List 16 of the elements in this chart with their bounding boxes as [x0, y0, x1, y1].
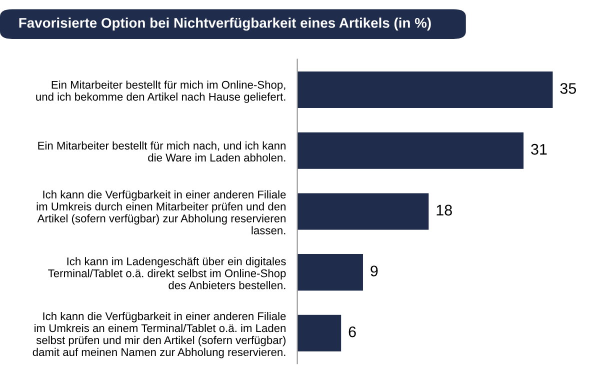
bar [297, 132, 524, 169]
bar [297, 314, 342, 352]
y-tick-label: Ich kann die Verfügbarkeit in einer anderen Filiale im Umkreis an einem Terminal/Tablet o.ä. im Laden selbst prüfen und mir den Artikel (sofern verfügbar) damit auf meinen Namen zur Abholung reservieren. [32, 312, 286, 358]
y-tick-label: Ich kann im Ladengeschäft über ein digitales Terminal/Tablet o.ä. direkt selbst im Online-Shop des Anbieters bestellen. [48, 257, 286, 290]
data-label: 35 [560, 83, 576, 94]
data-label: 9 [370, 266, 378, 276]
y-tick-label: Ein Mitarbeiter bestellt für mich im Online-Shop, und ich bekomme den Artikel nach Hause geliefert. [36, 80, 286, 103]
y-tick-label: Ich kann die Verfügbarkeit in einer anderen Filiale im Umkreis durch einen Mitarbeiter prüfen und den Artikel (sofern verfügbar) zur Abholung reservieren lassen. [36, 190, 286, 234]
data-label: 6 [348, 326, 356, 338]
data-label: 18 [436, 204, 452, 216]
bar [297, 254, 363, 291]
chart-title: Favorisierte Option bei Nichtverfügbarkeit eines Artikels (in %) [19, 18, 431, 31]
data-label: 31 [531, 144, 547, 155]
bar [297, 193, 429, 230]
y-tick-label: Ein Mitarbeiter bestellt für mich nach, und ich kann die Ware im Laden abholen. [38, 141, 286, 162]
bar [297, 72, 553, 108]
